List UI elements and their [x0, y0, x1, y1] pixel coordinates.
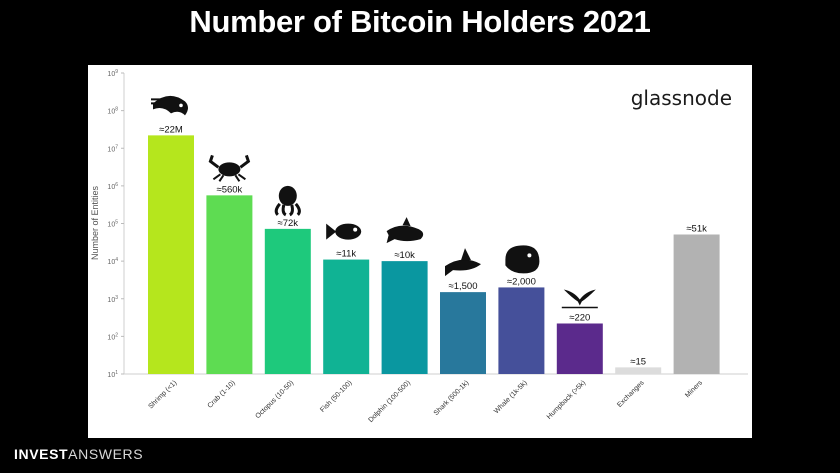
bar-dolphin: [381, 261, 428, 374]
x-tick-label: Whale (1k-5k): [493, 379, 529, 415]
x-tick-label: Crab (1-10): [207, 379, 237, 409]
y-tick-label: 109: [107, 69, 118, 78]
y-tick-label: 104: [107, 257, 118, 266]
shrimp-icon: [151, 95, 188, 116]
y-tick-label: 106: [107, 182, 118, 191]
value-label: ≈1,500: [449, 281, 478, 292]
y-tick-label: 108: [107, 107, 118, 116]
value-label: ≈51k: [686, 224, 707, 235]
page-title: Number of Bitcoin Holders 2021: [189, 4, 651, 39]
bitcoin-holders-chart: glassnode Number of Entities 101 102 103 10…: [90, 69, 748, 424]
bar-shrimp: [148, 135, 194, 374]
x-tick-label: Exchanges: [616, 379, 646, 409]
value-label: ≈72k: [278, 218, 299, 229]
x-tick-label: Octopus (10-50): [254, 379, 295, 420]
y-tick-label: 105: [107, 220, 118, 229]
x-tick-label: Dolphin (100-500): [367, 379, 412, 424]
shark-icon: [445, 248, 481, 277]
dolphin-icon: [386, 217, 424, 244]
y-tick-label: 102: [107, 332, 118, 341]
brand-footer: INVESTANSWERS: [14, 446, 143, 462]
value-label: ≈220: [569, 312, 590, 323]
bar-octopus: [264, 228, 311, 374]
value-label: ≈560k: [216, 184, 242, 195]
y-tick-label: 107: [107, 144, 118, 153]
octopus-icon: [274, 185, 301, 217]
brand-light: ANSWERS: [68, 446, 144, 462]
glassnode-watermark: glassnode: [631, 86, 732, 110]
whale-icon: [505, 245, 540, 274]
fish-icon: [326, 223, 362, 240]
x-tick-label: Shrimp (<1): [147, 379, 178, 410]
x-tick-label: Shark (500-1k): [433, 379, 471, 417]
value-label: ≈22M: [159, 124, 183, 135]
bar-shark: [440, 292, 486, 374]
x-tick-label: Fish (50-100): [319, 379, 353, 413]
bar-crab: [206, 195, 253, 374]
bar-exchanges: [615, 367, 662, 374]
crab-icon: [208, 154, 251, 182]
x-tick-label: Humpback (>5k): [546, 379, 587, 420]
value-label: ≈15: [630, 356, 646, 367]
y-tick-label: 103: [107, 295, 118, 304]
y-tick-label: 101: [107, 370, 118, 379]
bar-humpback: [556, 323, 603, 374]
x-tick-label: Miners: [684, 379, 704, 399]
humpback-tail-icon: [561, 289, 598, 309]
bar-whale: [498, 287, 545, 374]
value-label: ≈11k: [336, 249, 356, 260]
chart-panel: glassnode Number of Entities 101 102 103 10…: [88, 65, 752, 438]
y-axis-label: Number of Entities: [90, 185, 100, 260]
bar-miners: [673, 234, 720, 374]
value-label: ≈10k: [394, 250, 415, 261]
brand-bold: INVEST: [14, 446, 69, 462]
bar-fish: [323, 259, 370, 374]
value-label: ≈2,000: [507, 276, 536, 287]
